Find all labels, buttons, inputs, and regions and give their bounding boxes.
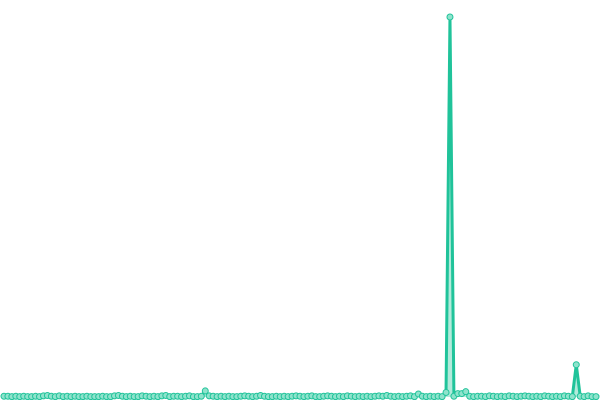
data-point (592, 393, 600, 400)
data-point (446, 13, 454, 21)
data-point (572, 361, 580, 369)
series-line (4, 15, 596, 399)
data-point (568, 393, 576, 400)
data-point (442, 388, 450, 396)
data-point (201, 387, 209, 395)
data-point (197, 392, 205, 400)
area-fill (4, 17, 596, 397)
data-point (462, 388, 470, 396)
data-points (0, 13, 600, 400)
